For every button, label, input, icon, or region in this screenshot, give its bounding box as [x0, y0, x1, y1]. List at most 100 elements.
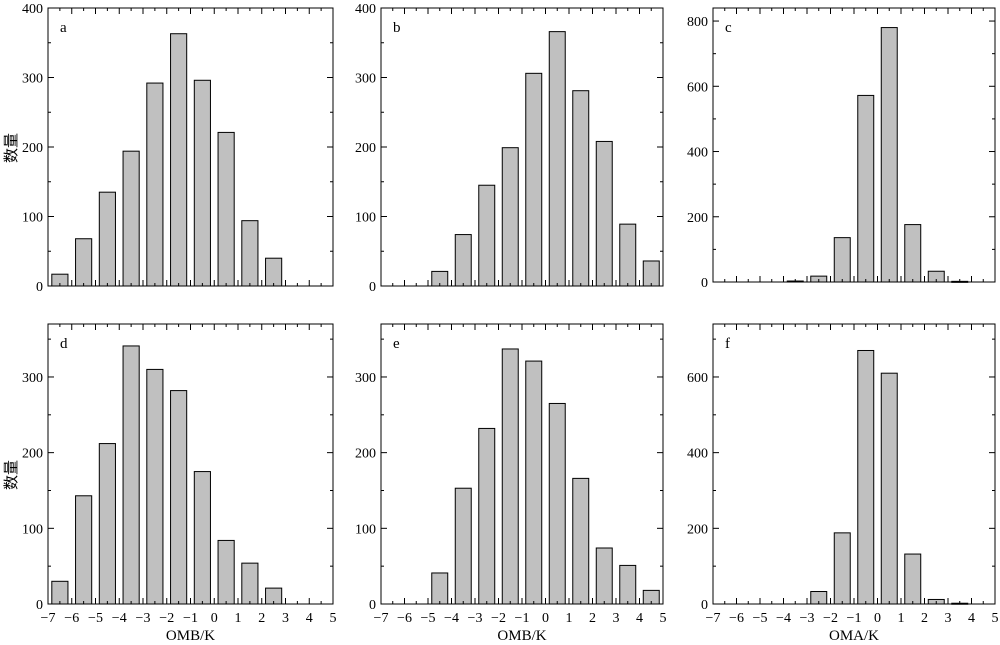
bar-b-7 [548, 31, 566, 287]
x-tick-label-e: 2 [589, 611, 596, 626]
y-tick-label-c: 200 [687, 211, 708, 226]
bar-e-4 [478, 427, 496, 605]
x-tick-label-f: −3 [800, 611, 815, 626]
x-axis-label-e: OMB/K [497, 628, 546, 644]
y-axis-label-bottom: 数量 [3, 460, 20, 490]
bar-c-6 [857, 94, 875, 283]
bar-b-8 [572, 90, 590, 287]
bar-a-1 [75, 238, 93, 287]
plot-frame-c [712, 7, 996, 283]
bar-a-5 [170, 33, 188, 287]
x-tick-label-d: −7 [41, 611, 56, 626]
bar-c-5 [833, 237, 851, 283]
x-tick-label-e: −5 [421, 611, 436, 626]
bar-d-2 [98, 443, 116, 605]
bar-b-11 [642, 260, 660, 287]
bar-c-7 [880, 27, 898, 283]
y-tick-label-e: 200 [355, 447, 376, 462]
y-axis-label-top: 数量 [3, 133, 20, 163]
y-tick-label-f: 600 [687, 371, 708, 386]
x-tick-label-f: 1 [898, 611, 905, 626]
y-tick-label-b: 400 [355, 2, 376, 17]
x-tick-label-d: −6 [64, 611, 79, 626]
x-tick-label-e: 0 [542, 611, 549, 626]
y-tick-label-f: 0 [701, 598, 708, 613]
x-tick-label-f: 3 [945, 611, 952, 626]
panel-label-b: b [393, 20, 401, 36]
x-tick-label-e: −1 [515, 611, 530, 626]
y-tick-label-b: 300 [355, 72, 376, 87]
x-tick-label-d: −4 [112, 611, 127, 626]
x-tick-label-d: 2 [258, 611, 265, 626]
x-tick-label-d: 0 [211, 611, 218, 626]
bar-a-7 [217, 131, 235, 287]
y-tick-label-a: 400 [22, 2, 43, 17]
x-axis-label-d: OMB/K [166, 628, 215, 644]
bar-e-3 [454, 487, 472, 605]
y-tick-label-d: 200 [22, 447, 43, 462]
bar-b-3 [454, 234, 472, 287]
bar-d-0 [51, 580, 69, 605]
bar-e-6 [525, 360, 543, 605]
x-tick-label-f: −7 [706, 611, 721, 626]
bar-b-5 [501, 147, 519, 287]
panel-label-e: e [393, 336, 400, 352]
bar-b-6 [525, 72, 543, 287]
y-tick-label-d: 100 [22, 522, 43, 537]
panel-c: 0 200 400 600 800 c [687, 7, 996, 291]
bar-a-6 [193, 79, 211, 287]
bar-b-10 [619, 223, 637, 287]
y-tick-label-f: 200 [687, 522, 708, 537]
panel-d: 0 100 200 300 −7 −6 −5 −4 −3 −2 −1 0 1 2 3 4 5 OMB/K d [22, 323, 337, 644]
y-tick-label-c: 600 [687, 80, 708, 95]
bar-f-7 [880, 372, 898, 605]
bar-a-3 [122, 150, 140, 287]
bar-f-6 [857, 349, 875, 605]
x-tick-label-d: 3 [282, 611, 289, 626]
x-tick-label-e: −2 [491, 611, 506, 626]
y-tick-label-a: 100 [22, 211, 43, 226]
panel-f: 0 200 400 600 −7 −6 −5 −4 −3 −2 −1 0 1 2 3 4 5 OMA/K f [687, 323, 999, 644]
bar-c-8 [904, 224, 922, 283]
x-tick-label-f: 2 [921, 611, 928, 626]
x-tick-label-e: −4 [444, 611, 459, 626]
y-tick-label-c: 400 [687, 146, 708, 161]
x-tick-label-e: −6 [397, 611, 412, 626]
bar-e-5 [501, 348, 519, 605]
y-tick-label-d: 300 [22, 371, 43, 386]
bar-a-9 [265, 257, 283, 287]
x-tick-label-e: 5 [660, 611, 667, 626]
x-tick-label-d: 5 [330, 611, 337, 626]
panel-b: 0 100 200 300 400 b [355, 2, 664, 295]
x-tick-label-d: 4 [306, 611, 313, 626]
bar-a-4 [146, 82, 164, 287]
panel-e: 0 100 200 300 −7 −6 −5 −4 −3 −2 −1 0 1 2 3 4 5 OMB/K e [355, 323, 667, 644]
y-tick-label-b: 200 [355, 141, 376, 156]
panel-label-a: a [60, 20, 67, 36]
x-tick-label-e: 4 [636, 611, 643, 626]
plot-frame-e [380, 323, 664, 605]
bar-a-8 [241, 220, 259, 287]
x-tick-label-f: −6 [729, 611, 744, 626]
panel-a: 0 100 200 300 400 a [22, 2, 334, 295]
bar-b-9 [595, 140, 613, 287]
y-tick-label-a: 300 [22, 72, 43, 87]
x-tick-label-d: −3 [136, 611, 151, 626]
x-tick-label-f: 4 [968, 611, 975, 626]
bar-d-1 [75, 495, 93, 605]
x-tick-label-e: 1 [566, 611, 573, 626]
x-tick-label-e: 3 [613, 611, 620, 626]
x-tick-label-f: −2 [823, 611, 838, 626]
bar-f-8 [904, 553, 922, 605]
bar-e-7 [548, 402, 566, 605]
x-tick-label-d: 1 [235, 611, 242, 626]
y-tick-label-d: 0 [36, 598, 43, 613]
bar-d-4 [146, 368, 164, 605]
bar-e-8 [572, 477, 590, 605]
y-tick-label-a: 0 [36, 280, 43, 295]
x-axis-label-f: OMA/K [829, 628, 879, 644]
panel-label-d: d [60, 336, 68, 352]
y-tick-label-e: 100 [355, 522, 376, 537]
bar-d-3 [122, 345, 140, 605]
